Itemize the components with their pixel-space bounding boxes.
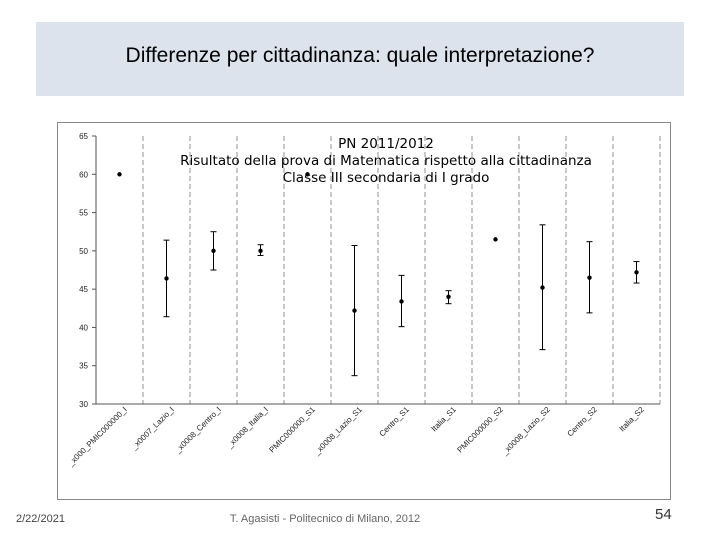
page-number: 54 <box>655 506 672 523</box>
x-tick-label: Italia_S1 <box>430 405 459 434</box>
data-point <box>493 237 498 242</box>
x-tick-label: _x0008_Centro_I <box>172 405 222 455</box>
x-tick-label: Centro_S1 <box>378 405 412 439</box>
data-point <box>540 285 545 290</box>
data-point <box>305 172 310 177</box>
data-point <box>211 248 216 254</box>
footer-date: 2/22/2021 <box>16 513 65 525</box>
chart-title-line-2: Risultato della prova di Matematica risp… <box>180 153 592 169</box>
y-tick-label: 45 <box>79 285 88 294</box>
y-tick-label: 60 <box>79 170 88 179</box>
x-tick-label: _x0008_Lazio_S1 <box>312 405 365 458</box>
x-tick-label: _x0008_Italia_I <box>224 405 269 450</box>
y-tick-label: 35 <box>79 362 88 371</box>
chart-title-line-1: PN 2011/2012 <box>338 136 434 152</box>
footer-author: T. Agasisti - Politecnico di Milano, 201… <box>229 513 421 525</box>
x-tick-label: Italia_S2 <box>618 405 647 434</box>
y-tick-label: 50 <box>79 247 88 256</box>
y-tick-label: 65 <box>79 132 88 141</box>
y-tick-label: 55 <box>79 209 88 218</box>
y-tick-label: 30 <box>79 400 88 409</box>
data-point <box>258 248 263 254</box>
x-tick-label: _x000_PMIC000000_I <box>66 405 129 468</box>
data-point <box>634 270 639 275</box>
slide-title: Differenze per cittadinanza: quale inter… <box>125 44 595 67</box>
chart-title-line-3: Classe III secondaria di I grado <box>282 170 490 186</box>
x-tick-label: Centro_S2 <box>566 405 600 439</box>
y-tick-label: 40 <box>79 323 88 332</box>
data-point <box>352 308 357 313</box>
data-point <box>446 294 451 299</box>
title-band <box>36 22 684 96</box>
data-point <box>164 276 169 281</box>
x-tick-label: _x0007_Lazio_I <box>129 405 176 452</box>
x-tick-label: PMIC000000_S2 <box>455 405 505 455</box>
data-point <box>117 172 122 177</box>
data-point <box>587 275 592 280</box>
x-tick-label: _x0008_Lazio_S2 <box>500 405 553 458</box>
data-point <box>399 299 404 304</box>
chart-title: PN 2011/2012 Risultato della prova di Ma… <box>96 136 676 187</box>
chart-area <box>57 122 671 500</box>
x-tick-label: PMIC000000_S1 <box>267 405 317 455</box>
